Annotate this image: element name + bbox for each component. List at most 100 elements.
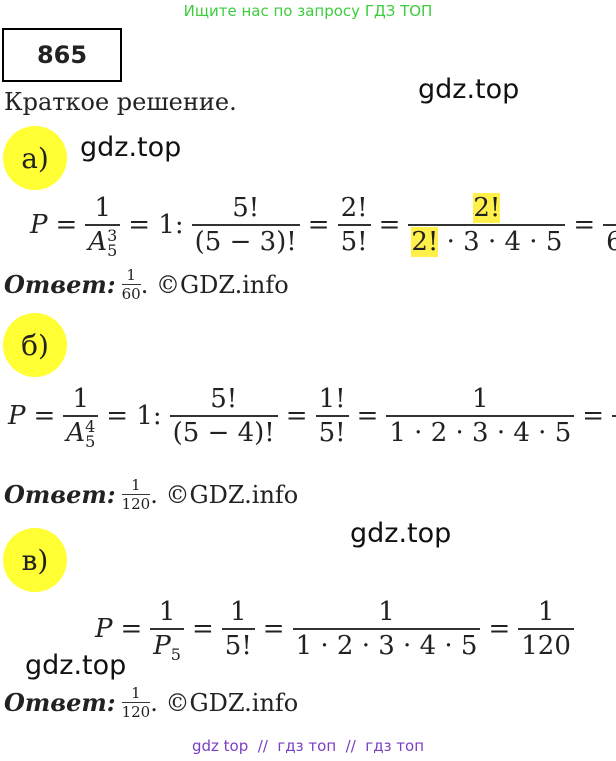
denominator: 5! — [221, 628, 255, 662]
watermark: gdz.top — [418, 74, 520, 105]
answer-fraction: 1 120 — [121, 684, 151, 721]
math-text: = — [191, 614, 214, 644]
math-base: P — [153, 631, 171, 661]
watermark: gdz.top — [350, 518, 452, 549]
subscript: 5 — [85, 432, 96, 451]
denominator: 1 · 2 · 3 · 4 · 5 — [292, 628, 481, 662]
math-text: 1 — [230, 597, 247, 627]
watermark: gdz.top — [80, 132, 182, 163]
fraction: 1 1 · 2 · 3 · 4 · 5 — [386, 383, 575, 449]
math-text: 1 — [537, 597, 555, 627]
math-text: = — [573, 210, 596, 240]
denominator: 2! · 3 · 4 · 5 — [408, 224, 566, 258]
math-text: 5! — [340, 227, 368, 257]
part-label: а) — [3, 126, 67, 190]
numerator: 1! — [316, 383, 349, 415]
subscript: 5 — [107, 241, 118, 260]
numerator: 1 — [469, 383, 492, 415]
math-text: 120 — [521, 631, 571, 661]
math-text: = — [307, 210, 330, 240]
math-text: 1 · 2 · 3 · 4 · 5 — [389, 418, 572, 448]
denominator: 5! — [315, 415, 349, 449]
answer-fraction: 1 60 — [121, 266, 141, 303]
math-text: P — [8, 401, 26, 431]
numerator: 1 — [375, 596, 398, 628]
subtitle: Краткое решение. — [4, 88, 237, 116]
denominator: 60 — [603, 224, 616, 258]
math-text: = — [262, 614, 285, 644]
math-text: = — [356, 401, 379, 431]
fraction: 5! (5 − 4)! — [169, 383, 278, 449]
math-text: 5! — [224, 631, 252, 661]
banner: Ищите нас по запросу ГДЗ ТОП — [183, 2, 433, 20]
numerator: 2! — [470, 192, 503, 224]
denominator: (5 − 3)! — [191, 224, 300, 258]
answer-suffix: . ©GDZ.info — [150, 688, 299, 717]
math-base: A — [66, 418, 86, 448]
denominator: 1 · 2 · 3 · 4 · 5 — [386, 415, 575, 449]
fraction: 1 1 · 2 · 3 · 4 · 5 — [292, 596, 481, 662]
math-text: = 1: — [106, 401, 162, 431]
subscript: 5 — [170, 645, 181, 664]
math-text: 1 · 2 · 3 · 4 · 5 — [295, 631, 478, 661]
math-text: = 1: — [128, 210, 184, 240]
fraction: 2! 5! — [337, 192, 371, 258]
numerator: 1 — [131, 684, 141, 702]
fraction: 2! 2! · 3 · 4 · 5 — [408, 192, 566, 258]
answer: Ответ: 1 120. ©GDZ.info — [4, 476, 298, 513]
math-text: (5 − 4)! — [172, 418, 275, 448]
formula: P = 1 A 3 5 = 1: 5! (5 − 3)! = 2! 5! = 2! 2! · 3 · 4 ·… — [30, 192, 616, 260]
math-text: 1 — [158, 597, 176, 627]
math-base: A — [88, 227, 108, 257]
math-text: 1 — [378, 597, 395, 627]
formula: P = 1 P 5 = 1 5! = 1 1 · 2 · 3 · 4 · 5 = 1 120 — [95, 596, 574, 664]
numerator: 5! — [229, 192, 262, 224]
denominator: (5 − 4)! — [169, 415, 278, 449]
numerator: 1 — [156, 596, 179, 628]
math-text: 5! — [232, 193, 260, 223]
math-text: 5! — [318, 418, 346, 448]
answer-prefix: Ответ: — [4, 688, 116, 717]
formula: P = 1 A 4 5 = 1: 5! (5 − 4)! = 1! 5! = 1 1 · 2 · 3 · 4… — [8, 383, 616, 451]
fraction: 1 5! — [221, 596, 255, 662]
denominator: 5! — [337, 224, 371, 258]
math-text: 1! — [318, 384, 346, 414]
math-text: = — [582, 401, 605, 431]
fraction: 5! (5 − 3)! — [191, 192, 300, 258]
superscript: 3 — [107, 226, 118, 245]
numerator: 1 — [611, 192, 616, 224]
math-text: 2! — [411, 227, 439, 257]
fraction: 160 — [603, 192, 616, 258]
math-text: P — [30, 210, 48, 240]
denominator: 120 — [612, 415, 616, 449]
answer: Ответ: 1 60. ©GDZ.info — [4, 266, 289, 303]
math-text: 2! — [340, 193, 368, 223]
math-text: 5! — [210, 384, 238, 414]
math-text: (5 − 3)! — [194, 227, 297, 257]
answer-prefix: Ответ: — [4, 480, 116, 509]
numerator: 1 — [126, 266, 136, 284]
footer: gdz top // гдз топ // гдз топ — [191, 737, 425, 755]
numerator: 1 — [535, 596, 558, 628]
math-text: P — [95, 614, 113, 644]
math-text: = — [488, 614, 511, 644]
fraction: 1! 5! — [315, 383, 349, 449]
math-text: 1 — [614, 193, 616, 223]
answer-suffix: . ©GDZ.info — [140, 270, 289, 299]
math-text: 2! — [473, 193, 501, 223]
numerator: 5! — [207, 383, 240, 415]
answer-prefix: Ответ: — [4, 270, 116, 299]
part-label: б) — [3, 313, 67, 377]
scripts: 5 — [170, 632, 181, 664]
math-text: 60 — [606, 227, 616, 257]
